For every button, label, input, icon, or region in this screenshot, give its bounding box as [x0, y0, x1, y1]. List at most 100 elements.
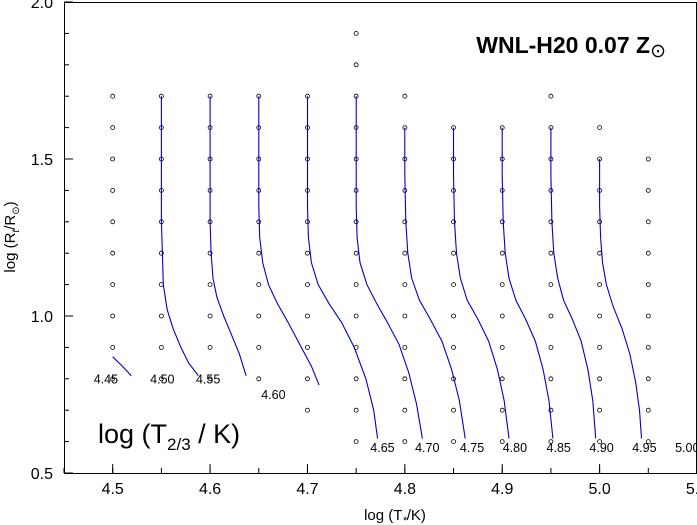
y-axis: 0.5 1.0 1.5 2.0 — [31, 0, 73, 483]
data-point — [402, 219, 408, 225]
contour-line — [452, 127, 510, 439]
data-point — [305, 313, 310, 319]
data-point — [645, 344, 651, 350]
data-point — [597, 313, 603, 319]
data-point — [110, 156, 116, 162]
data-point — [207, 313, 213, 319]
contour-label: 4.60 — [261, 388, 285, 402]
data-point — [548, 407, 554, 413]
data-point — [158, 250, 164, 256]
data-point — [499, 282, 505, 288]
x-axis-label: log (T*/K) — [364, 507, 426, 525]
data-point — [110, 282, 116, 288]
data-point — [645, 439, 651, 445]
data-point — [597, 376, 603, 382]
data-point — [451, 344, 456, 350]
annotation-t23: log (T2/3 / K) — [98, 419, 240, 454]
data-point — [548, 282, 554, 288]
data-point — [256, 313, 262, 319]
data-point — [499, 376, 505, 382]
data-point — [402, 376, 408, 382]
x-axis: 4.5 4.6 4.7 4.8 4.9 5.0 5.1 — [63, 464, 697, 498]
data-point — [597, 282, 603, 288]
x-tick-label: 4.6 — [199, 481, 221, 498]
data-point — [645, 282, 651, 288]
contour-line — [599, 159, 643, 439]
data-point — [110, 376, 116, 382]
x-tick-label: 5.0 — [588, 481, 610, 498]
data-point — [305, 250, 310, 256]
data-point — [451, 313, 456, 319]
data-point — [158, 376, 164, 382]
data-point — [645, 407, 651, 413]
x-tick-label: 4.8 — [394, 481, 416, 498]
y-tick-label: 1.5 — [31, 152, 53, 169]
contour-label: 4.50 — [150, 372, 174, 386]
data-point — [207, 344, 213, 350]
data-point — [305, 344, 310, 350]
data-point — [353, 62, 359, 68]
data-point — [402, 282, 408, 288]
chart-title: WNL-H20 0.07 Z⊙ — [476, 32, 666, 62]
data-point — [597, 125, 603, 130]
contour-line — [355, 96, 423, 439]
data-point — [597, 407, 603, 413]
contour-line — [112, 356, 132, 377]
data-point — [499, 250, 505, 256]
data-point — [597, 439, 603, 445]
y-tick-label: 2.0 — [31, 0, 53, 12]
contour-label: 4.45 — [94, 372, 118, 386]
data-point — [353, 250, 359, 256]
contour-label: 4.95 — [632, 441, 656, 455]
data-point — [207, 282, 213, 288]
data-point — [548, 93, 554, 99]
data-point — [402, 344, 408, 350]
data-point — [597, 344, 603, 350]
x-tick-label: 4.5 — [102, 481, 124, 498]
contour-label: 4.75 — [460, 441, 484, 455]
data-point — [110, 187, 116, 193]
data-point — [548, 376, 554, 382]
data-point — [645, 219, 651, 225]
data-point — [548, 250, 554, 256]
contour-line — [209, 96, 247, 376]
data-point — [451, 219, 456, 225]
data-point — [548, 439, 554, 445]
contour-label: 4.70 — [415, 441, 439, 455]
data-point — [402, 439, 408, 445]
contour-line — [501, 127, 554, 439]
data-point — [256, 282, 262, 288]
y-axis-label: log (Rt/R⊙) — [2, 201, 22, 272]
data-point — [207, 250, 213, 256]
y-tick-label: 0.5 — [31, 466, 53, 483]
data-point — [353, 313, 359, 319]
data-point — [110, 125, 116, 130]
data-point — [158, 344, 164, 350]
data-point — [645, 187, 651, 193]
data-point — [548, 344, 554, 350]
data-point — [499, 219, 505, 225]
contour-label: 4.85 — [547, 441, 571, 455]
contour-label: 4.80 — [503, 441, 527, 455]
data-point — [645, 156, 651, 162]
contour-line — [160, 96, 199, 377]
contour-line — [404, 127, 466, 439]
y-tick-label: 1.0 — [31, 309, 53, 326]
data-point — [110, 250, 116, 256]
data-point — [499, 407, 505, 413]
data-point — [305, 282, 310, 288]
x-tick-label: 4.9 — [491, 481, 513, 498]
contour-label: 4.55 — [196, 372, 220, 386]
data-point — [451, 250, 456, 256]
data-point — [158, 313, 164, 319]
data-point — [256, 250, 262, 256]
data-point — [256, 376, 262, 382]
data-point — [402, 313, 408, 319]
data-point — [548, 313, 554, 319]
contour-line — [550, 127, 597, 439]
data-point — [548, 219, 554, 225]
contour-label: 4.65 — [370, 441, 394, 455]
data-point — [402, 250, 408, 256]
